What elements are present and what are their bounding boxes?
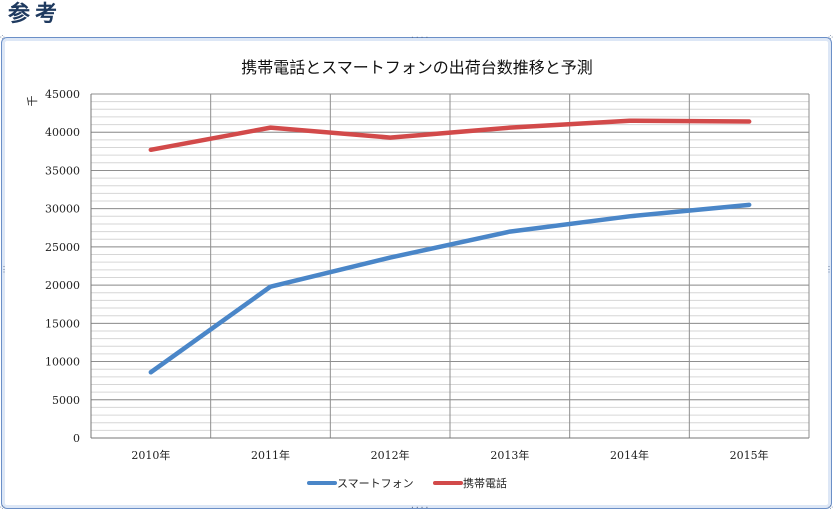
x-tick-label: 2012年: [371, 448, 410, 462]
resize-handle-left[interactable]: ⋮: [0, 265, 8, 274]
x-tick-label: 2010年: [131, 448, 170, 462]
y-tick-label: 15000: [45, 317, 80, 330]
legend: スマートフォン 携帯電話: [307, 476, 507, 490]
resize-handle-right[interactable]: ⋮: [825, 265, 833, 274]
y-tick-label: 40000: [45, 126, 80, 139]
x-tick-label: 2015年: [730, 448, 769, 462]
legend-label: 携帯電話: [463, 476, 507, 490]
resize-handle-bottom[interactable]: ····: [410, 503, 430, 512]
x-tick-label: 2013年: [490, 448, 529, 462]
resize-handle-top[interactable]: ····: [410, 33, 430, 42]
y-tick-label: 20000: [45, 279, 80, 292]
resize-handle-top-right[interactable]: ⁘: [827, 34, 833, 42]
resize-handle-bottom-left[interactable]: ⁘: [0, 504, 6, 512]
legend-label: スマートフォン: [337, 477, 414, 490]
resize-handle-top-left[interactable]: ⁘: [0, 34, 6, 42]
y-tick-label: 30000: [45, 203, 80, 216]
page-heading: 参考: [8, 2, 63, 27]
x-tick-label: 2014年: [610, 448, 649, 462]
resize-handle-bottom-right[interactable]: ⁘: [827, 504, 833, 512]
y-tick-label: 45000: [45, 88, 80, 101]
x-tick-label: 2011年: [251, 448, 290, 462]
series-lines: [148, 118, 752, 375]
series-line: [148, 202, 752, 375]
tick-labels: 0 5000 10000 15000 20000 25000 30000 35000 40000…: [45, 88, 769, 462]
y-tick-label: 5000: [52, 394, 80, 407]
axes: [90, 94, 810, 439]
y-tick-label: 0: [73, 432, 80, 445]
chart-title: 携帯電話とスマートフォンの出荷台数推移と予測: [241, 58, 593, 77]
major-gridlines: [91, 93, 809, 439]
y-tick-label: 10000: [45, 356, 80, 369]
y-axis-label: 千: [26, 96, 39, 107]
y-tick-label: 35000: [45, 164, 80, 177]
series-line: [148, 118, 752, 153]
y-tick-label: 25000: [45, 241, 80, 254]
